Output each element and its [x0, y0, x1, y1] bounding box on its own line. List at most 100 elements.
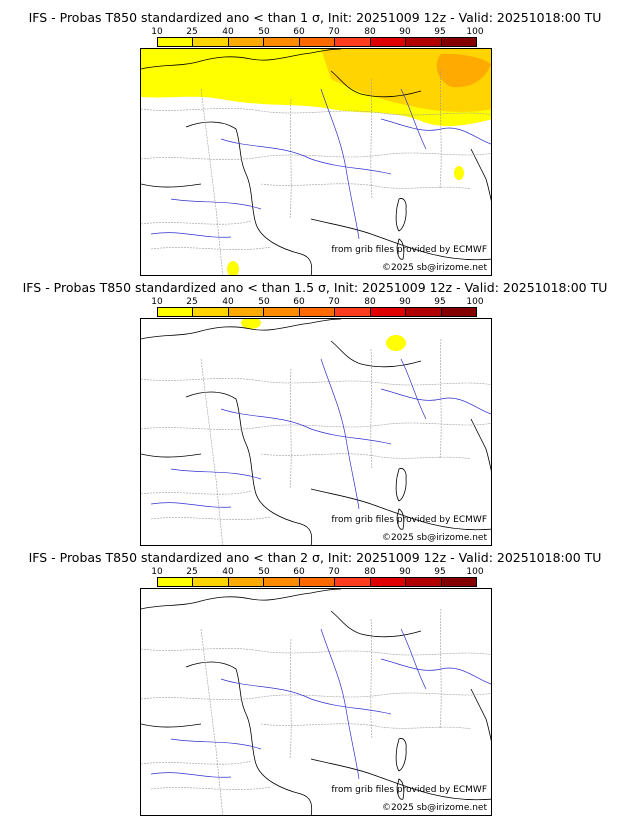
probability-color-scale: [157, 37, 477, 47]
scale-segment: [370, 578, 407, 586]
scale-label: 25: [186, 567, 198, 577]
coastline: [310, 488, 491, 531]
scale-segment: [299, 38, 336, 46]
sardinia-island: [396, 778, 405, 800]
map-panel-1: IFS - Probas T850 standardized ano < tha…: [0, 0, 630, 276]
scale-segment: [441, 578, 476, 586]
map-svg: [141, 319, 491, 545]
coastline: [310, 758, 491, 801]
coastline: [185, 391, 313, 545]
river: [380, 118, 491, 145]
river: [220, 408, 392, 445]
region-border: [289, 98, 292, 220]
probability-area-10: [386, 335, 406, 351]
copyright-notice: ©2025 sb@irizome.net: [381, 263, 487, 273]
region-border: [370, 348, 373, 470]
river: [220, 678, 392, 715]
panel-title: IFS - Probas T850 standardized ano < tha…: [22, 280, 608, 295]
probability-map: from grib files provided by ECMWF ©2025 …: [140, 588, 492, 816]
data-credit: from grib files provided by ECMWF: [331, 785, 487, 795]
region-border: [150, 786, 272, 790]
scale-label: 60: [293, 27, 305, 37]
corsica-island: [395, 468, 407, 502]
probability-area-10: [227, 261, 239, 275]
river: [170, 198, 262, 210]
region-border: [141, 422, 491, 430]
coastline: [330, 610, 422, 638]
scale-label: 100: [466, 567, 484, 577]
data-credit: from grib files provided by ECMWF: [331, 515, 487, 525]
river: [320, 628, 360, 780]
river: [400, 628, 427, 690]
scale-segment: [228, 38, 265, 46]
scale-segment: [335, 578, 371, 586]
region-border: [260, 183, 472, 190]
data-credit: from grib files provided by ECMWF: [331, 245, 487, 255]
probability-scale-labels: 10 25 40 50 60 70 80 90 95 100: [140, 27, 512, 37]
probability-color-scale: [157, 577, 477, 587]
river: [220, 138, 392, 175]
region-border: [200, 358, 224, 545]
river: [170, 738, 262, 750]
scale-label: 10: [151, 297, 163, 307]
region-border: [141, 648, 491, 656]
panel-title: IFS - Probas T850 standardized ano < tha…: [28, 550, 602, 565]
scale-segment: [441, 38, 476, 46]
probability-area-10: [454, 166, 464, 180]
scale-segment: [264, 38, 300, 46]
region-border: [370, 618, 373, 740]
scale-label: 100: [466, 297, 484, 307]
scale-label: 95: [434, 297, 446, 307]
region-border: [141, 152, 491, 160]
region-border: [150, 516, 272, 520]
scale-label: 70: [328, 567, 340, 577]
scale-segment: [158, 308, 194, 316]
scale-label: 90: [399, 27, 411, 37]
region-border: [141, 490, 252, 495]
scale-label: 100: [466, 27, 484, 37]
coastline: [470, 418, 491, 472]
scale-label: 40: [222, 567, 234, 577]
coastline: [470, 688, 491, 742]
corsica-island: [395, 198, 407, 232]
coastline: [141, 453, 202, 458]
scale-label: 90: [399, 297, 411, 307]
scale-label: 60: [293, 297, 305, 307]
scale-segment: [299, 578, 336, 586]
corsica-island: [395, 738, 407, 772]
river: [400, 88, 427, 150]
scale-segment: [299, 308, 336, 316]
probability-area-10: [241, 319, 261, 329]
sardinia-island: [396, 508, 405, 530]
scale-segment: [228, 308, 265, 316]
scale-label: 10: [151, 27, 163, 37]
probability-scale-labels: 10 25 40 50 60 70 80 90 95 100: [140, 567, 512, 577]
scale-label: 10: [151, 567, 163, 577]
scale-segment: [370, 308, 407, 316]
sardinia-island: [396, 238, 405, 260]
probability-map: from grib files provided by ECMWF ©2025 …: [140, 48, 492, 276]
coastline: [141, 723, 202, 728]
probability-map: from grib files provided by ECMWF ©2025 …: [140, 318, 492, 546]
coastline: [310, 218, 491, 261]
region-border: [200, 628, 224, 815]
river: [380, 388, 491, 415]
scale-label: 90: [399, 567, 411, 577]
river: [150, 502, 232, 508]
scale-label: 40: [222, 27, 234, 37]
scale-label: 60: [293, 567, 305, 577]
scale-label: 70: [328, 297, 340, 307]
copyright-notice: ©2025 sb@irizome.net: [381, 803, 487, 813]
scale-label: 80: [364, 297, 376, 307]
scale-label: 50: [258, 297, 270, 307]
scale-segment: [335, 38, 371, 46]
map-svg: [141, 49, 491, 275]
scale-segment: [228, 578, 265, 586]
river: [320, 358, 360, 510]
coastline: [330, 340, 422, 368]
scale-segment: [335, 308, 371, 316]
coastline: [141, 49, 342, 70]
river: [150, 772, 232, 778]
probability-area-40: [436, 53, 491, 88]
region-border: [260, 723, 472, 730]
